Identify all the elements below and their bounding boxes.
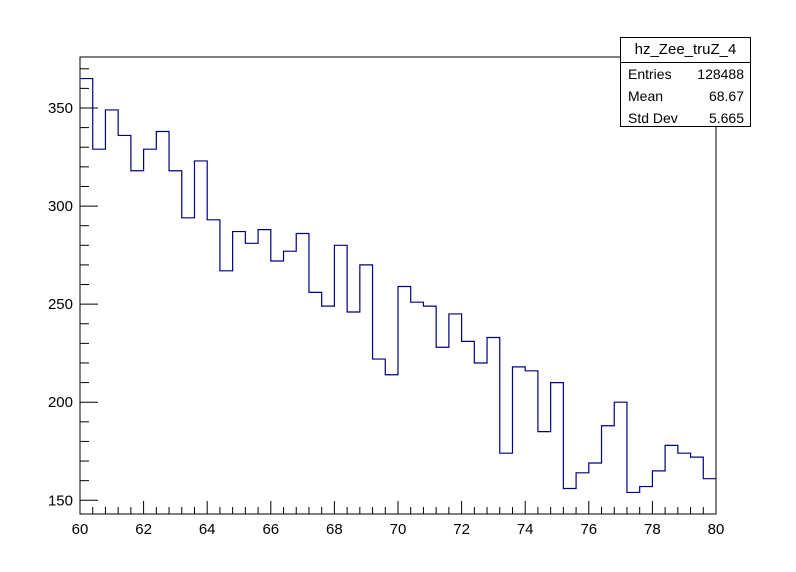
x-tick-label: 66 bbox=[262, 521, 279, 538]
stats-row-entries: Entries 128488 bbox=[621, 63, 750, 85]
mean-value: 68.67 bbox=[708, 88, 744, 104]
x-tick-label: 70 bbox=[390, 521, 407, 538]
stats-title: hz_Zee_truZ_4 bbox=[621, 38, 750, 63]
x-tick-label: 60 bbox=[72, 521, 89, 538]
y-tick-label: 200 bbox=[48, 394, 73, 411]
x-tick-label: 76 bbox=[580, 521, 597, 538]
x-tick-label: 72 bbox=[453, 521, 470, 538]
stats-row-stddev: Std Dev 5.665 bbox=[621, 107, 750, 129]
y-tick-label: 300 bbox=[48, 198, 73, 215]
x-tick-label: 64 bbox=[199, 521, 216, 538]
x-axis: 60 62 64 66 68 70 72 74 76 78 80 bbox=[72, 501, 725, 538]
stats-box: hz_Zee_truZ_4 Entries 128488 Mean 68.67 … bbox=[620, 37, 751, 127]
mean-label: Mean bbox=[628, 88, 664, 104]
x-tick-label: 78 bbox=[644, 521, 661, 538]
stats-row-mean: Mean 68.67 bbox=[621, 85, 750, 107]
stddev-label: Std Dev bbox=[628, 110, 678, 126]
y-tick-label: 150 bbox=[48, 492, 73, 509]
entries-value: 128488 bbox=[697, 66, 744, 82]
y-tick-label: 250 bbox=[48, 296, 73, 313]
y-tick-label: 350 bbox=[48, 100, 73, 117]
x-tick-label: 80 bbox=[708, 521, 725, 538]
stddev-value: 5.665 bbox=[708, 110, 744, 126]
histogram-series-line bbox=[80, 77, 716, 494]
entries-label: Entries bbox=[628, 66, 672, 82]
x-tick-label: 62 bbox=[135, 521, 152, 538]
y-axis: 150 200 250 300 350 bbox=[48, 68, 98, 509]
x-tick-label: 68 bbox=[326, 521, 343, 538]
x-tick-label: 74 bbox=[517, 521, 534, 538]
